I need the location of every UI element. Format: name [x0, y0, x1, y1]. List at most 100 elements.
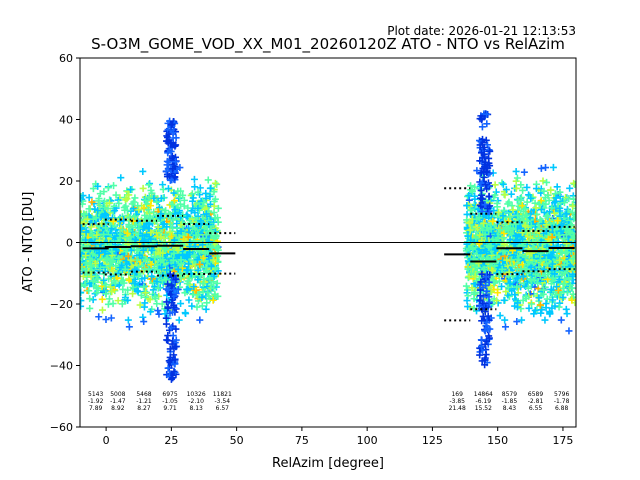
scatter-point	[177, 256, 185, 264]
scatter-point	[504, 217, 512, 225]
scatter-point	[512, 184, 520, 192]
scatter-point	[155, 310, 163, 318]
scatter-point	[482, 351, 490, 359]
scatter-point	[567, 221, 575, 229]
scatter-point	[167, 282, 175, 290]
scatter-point	[531, 306, 539, 314]
scatter-point	[112, 191, 120, 199]
scatter-point	[465, 192, 473, 200]
scatter-point	[208, 243, 216, 251]
scatter-point	[114, 297, 122, 305]
scatter-point	[535, 200, 543, 208]
scatter-point	[549, 296, 557, 304]
scatter-point	[108, 247, 116, 255]
scatter-point	[472, 234, 480, 242]
scatter-point	[498, 265, 506, 273]
scatter-point	[566, 184, 574, 192]
scatter-point	[202, 263, 210, 271]
scatter-point	[206, 184, 214, 192]
scatter-point	[554, 238, 562, 246]
scatter-point	[163, 170, 171, 178]
x-tick-label: 125	[422, 434, 443, 447]
scatter-point	[466, 226, 474, 234]
scatter-point	[210, 188, 218, 196]
scatter-point	[505, 268, 513, 276]
scatter-point	[107, 314, 115, 322]
scatter-point	[480, 151, 488, 159]
scatter-point	[486, 147, 494, 155]
scatter-point	[167, 324, 175, 332]
scatter-point	[483, 120, 491, 128]
scatter-point	[154, 261, 162, 269]
scatter-point	[540, 286, 548, 294]
scatter-point	[147, 261, 155, 269]
scatter-point	[207, 262, 215, 270]
bin-stat-label: 6975	[162, 391, 177, 398]
scatter-point	[478, 254, 486, 262]
scatter-point	[101, 210, 109, 218]
scatter-point	[171, 142, 179, 150]
scatter-point	[85, 194, 93, 202]
y-tick-label: 60	[59, 52, 73, 65]
scatter-point	[198, 302, 206, 310]
bin-stat-label: 8.13	[189, 405, 203, 412]
bin-stat-label: 5143	[88, 391, 103, 398]
scatter-point	[525, 304, 533, 312]
scatter-point	[551, 270, 559, 278]
scatter-point	[80, 265, 86, 273]
bin-stat-label: -1.85	[502, 398, 518, 405]
scatter-point	[547, 252, 555, 260]
scatter-point	[202, 231, 210, 239]
scatter-point	[164, 149, 172, 157]
bin-stat-label: 21.48	[449, 405, 466, 412]
scatter-point	[118, 261, 126, 269]
scatter-point	[175, 194, 183, 202]
scatter-point	[204, 176, 212, 184]
scatter-point	[80, 297, 85, 305]
scatter-point	[521, 253, 529, 261]
scatter-point	[171, 206, 179, 214]
scatter-point	[173, 220, 181, 228]
scatter-point	[162, 167, 170, 175]
scatter-point	[491, 245, 499, 253]
scatter-point	[209, 256, 217, 264]
scatter-point	[184, 204, 192, 212]
scatter-point	[89, 215, 97, 223]
scatter-point	[121, 265, 129, 273]
scatter-point	[114, 237, 122, 245]
scatter-point	[82, 252, 90, 260]
scatter-point	[145, 181, 153, 189]
bin-stat-label: 6.88	[555, 405, 569, 412]
scatter-point	[163, 266, 171, 274]
scatter-point	[162, 314, 170, 322]
scatter-point	[201, 224, 209, 232]
scatter-point	[94, 207, 102, 215]
scatter-point	[207, 281, 215, 289]
scatter-point	[500, 240, 508, 248]
bin-stat-label: 6.55	[529, 405, 543, 412]
bin-stat-label: 6.57	[216, 405, 230, 412]
scatter-point	[543, 295, 551, 303]
scatter-point	[481, 340, 489, 348]
scatter-point	[533, 210, 541, 218]
scatter-point	[484, 205, 492, 213]
scatter-point	[206, 274, 214, 282]
scatter-point	[163, 298, 171, 306]
scatter-point	[98, 306, 106, 314]
scatter-point	[537, 197, 545, 205]
scatter-point	[108, 214, 116, 222]
scatter-point	[174, 229, 182, 237]
x-tick-label: 50	[230, 434, 244, 447]
scatter-point	[139, 313, 147, 321]
scatter-point	[534, 228, 542, 236]
scatter-point	[194, 291, 202, 299]
scatter-point	[210, 272, 218, 280]
scatter-point	[513, 174, 521, 182]
scatter-point	[528, 300, 536, 308]
scatter-point	[517, 224, 525, 232]
scatter-point	[131, 194, 139, 202]
scatter-point	[532, 204, 540, 212]
scatter-point	[179, 191, 187, 199]
scatter-point	[189, 194, 197, 202]
scatter-point	[206, 192, 214, 200]
